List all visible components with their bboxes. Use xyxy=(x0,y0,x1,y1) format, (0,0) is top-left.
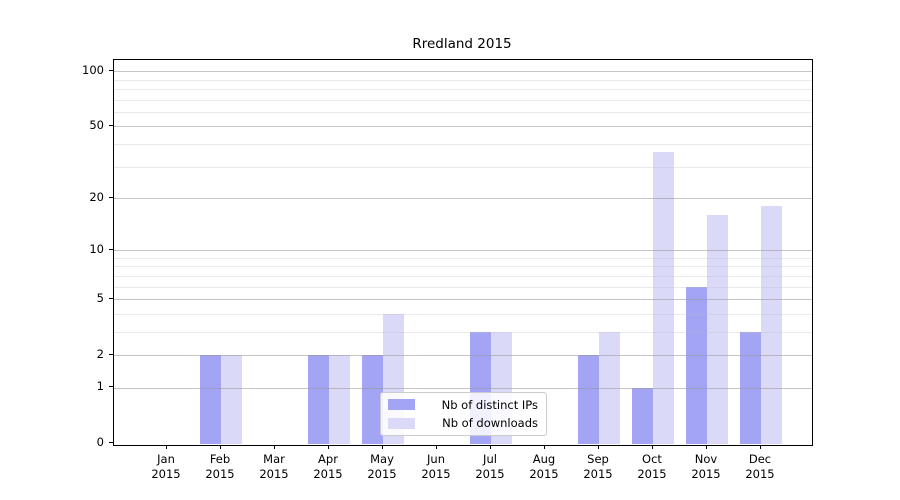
gridline-major-10 xyxy=(114,250,812,252)
x-axis-tick-label-jan: Jan 2015 xyxy=(151,452,181,481)
gridline-minor-6 xyxy=(114,286,812,288)
y-axis-tick-1 xyxy=(109,386,113,388)
y-axis-tick-50 xyxy=(109,124,113,126)
x-axis-tick-label-jul: Jul 2015 xyxy=(475,452,505,481)
bar-distinct-ips-nov xyxy=(685,286,707,444)
gridline-minor-90 xyxy=(114,79,812,81)
bar-downloads-sep xyxy=(599,331,621,444)
x-axis-tick-label-dec: Dec 2015 xyxy=(745,452,775,481)
y-axis-tick-10 xyxy=(109,248,113,250)
gridline-minor-7 xyxy=(114,275,812,277)
gridline-minor-4 xyxy=(114,313,812,315)
gridline-minor-70 xyxy=(114,99,812,101)
x-axis-tick-jan xyxy=(165,445,167,449)
legend-swatch-distinct-ips-icon xyxy=(388,399,415,411)
bar-distinct-ips-may xyxy=(361,355,383,444)
x-axis-tick-dec xyxy=(759,445,761,449)
x-axis-tick-feb xyxy=(219,445,221,449)
legend-label-distinct-ips: Nb of distinct IPs xyxy=(441,397,538,412)
x-axis-tick-label-may: May 2015 xyxy=(367,452,397,481)
gridline-major-20 xyxy=(114,198,812,199)
gridline-major-5 xyxy=(114,299,812,301)
x-axis-tick-nov xyxy=(705,445,707,449)
y-axis-tick-label-0: 0 xyxy=(96,435,104,450)
x-axis-tick-jul xyxy=(489,445,491,449)
x-axis-tick-apr xyxy=(327,445,329,449)
gridline-minor-3 xyxy=(114,331,812,333)
gridline-minor-80 xyxy=(114,89,812,91)
bar-distinct-ips-oct xyxy=(631,387,653,444)
x-axis-tick-label-feb: Feb 2015 xyxy=(205,452,235,481)
x-axis-tick-label-oct: Oct 2015 xyxy=(637,452,667,481)
x-axis-tick-may xyxy=(381,445,383,449)
x-axis-tick-label-apr: Apr 2015 xyxy=(313,452,343,481)
legend-item-downloads: Nb of downloads xyxy=(388,416,538,432)
x-axis-tick-sep xyxy=(597,445,599,449)
x-axis-tick-oct xyxy=(651,445,653,449)
legend-item-distinct-ips: Nb of distinct IPs xyxy=(388,397,538,413)
x-axis-tick-label-sep: Sep 2015 xyxy=(583,452,613,481)
gridline-minor-30 xyxy=(114,166,812,168)
bar-distinct-ips-dec xyxy=(739,331,761,444)
bar-downloads-dec xyxy=(761,206,783,444)
x-axis-tick-label-nov: Nov 2015 xyxy=(691,452,721,481)
y-axis-tick-5 xyxy=(109,297,113,299)
bar-downloads-oct xyxy=(653,152,675,444)
x-axis-tick-jun xyxy=(435,445,437,449)
y-axis-tick-0 xyxy=(109,442,113,444)
y-axis-tick-label-1: 1 xyxy=(96,379,104,394)
y-axis-tick-label-2: 2 xyxy=(96,346,104,361)
bar-downloads-apr xyxy=(329,355,351,444)
gridline-minor-9 xyxy=(114,257,812,259)
gridline-major-50 xyxy=(114,126,812,128)
y-axis-tick-100 xyxy=(109,69,113,71)
y-axis-tick-label-50: 50 xyxy=(89,117,104,132)
bar-distinct-ips-sep xyxy=(577,355,599,444)
gridline-major-2 xyxy=(114,355,812,357)
x-axis-tick-label-jun: Jun 2015 xyxy=(421,452,451,481)
legend: Nb of distinct IPs Nb of downloads xyxy=(380,392,547,436)
gridline-minor-8 xyxy=(114,266,812,268)
y-axis-tick-20 xyxy=(109,196,113,198)
x-axis-tick-mar xyxy=(273,445,275,449)
y-axis-tick-label-10: 10 xyxy=(89,241,104,256)
legend-swatch-downloads-icon xyxy=(388,417,415,429)
bar-distinct-ips-feb xyxy=(199,355,221,444)
y-axis-tick-label-20: 20 xyxy=(89,189,104,204)
gridline-minor-40 xyxy=(114,144,812,145)
gridline-minor-60 xyxy=(114,112,812,113)
x-axis-tick-label-aug: Aug 2015 xyxy=(529,452,559,481)
y-axis-tick-label-100: 100 xyxy=(82,62,104,77)
legend-label-downloads: Nb of downloads xyxy=(442,416,538,431)
chart-title: Rredland 2015 xyxy=(412,36,512,52)
gridline-major-1 xyxy=(114,387,812,389)
x-axis-tick-aug xyxy=(543,445,545,449)
bar-distinct-ips-apr xyxy=(307,355,329,444)
bar-downloads-nov xyxy=(707,215,729,444)
plot-area xyxy=(113,59,813,446)
y-axis-tick-2 xyxy=(109,353,113,355)
bar-downloads-feb xyxy=(221,355,243,444)
x-axis-tick-label-mar: Mar 2015 xyxy=(259,452,289,481)
y-axis-tick-label-5: 5 xyxy=(96,290,104,305)
gridline-major-100 xyxy=(114,71,812,73)
